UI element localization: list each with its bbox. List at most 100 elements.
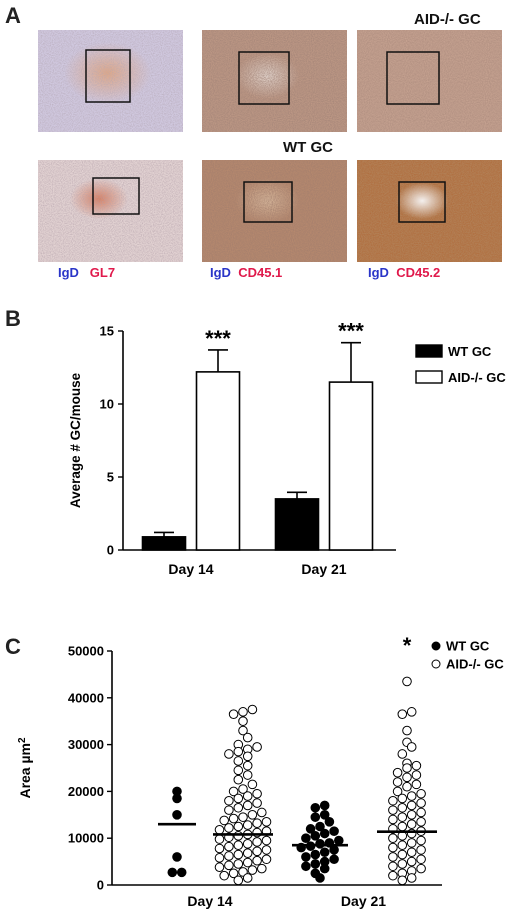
data-point <box>397 875 408 886</box>
micrograph-wt-cd452 <box>357 160 502 262</box>
data-point <box>310 831 321 841</box>
data-point <box>224 805 234 815</box>
y-tick-label: 5 <box>107 470 114 485</box>
data-point <box>242 800 253 811</box>
data-point <box>406 873 417 883</box>
data-point <box>319 800 330 811</box>
data-point <box>233 765 244 776</box>
data-point <box>252 837 262 847</box>
data-point <box>219 815 229 826</box>
data-point <box>397 812 408 822</box>
data-point <box>233 840 244 851</box>
stain-igd-text: IgD <box>368 265 389 280</box>
data-point <box>402 725 412 736</box>
data-point <box>416 798 426 808</box>
y-axis-label-main: Area µm <box>17 743 33 799</box>
data-point <box>167 867 178 878</box>
data-point <box>242 857 253 868</box>
data-point <box>261 845 272 855</box>
legend-swatch <box>415 344 443 358</box>
data-point <box>224 841 234 852</box>
data-point <box>228 813 239 824</box>
legend-marker <box>431 641 441 651</box>
data-point <box>242 839 253 849</box>
data-point <box>416 817 426 827</box>
data-point <box>238 725 248 736</box>
data-point <box>238 784 248 794</box>
data-point <box>411 760 422 771</box>
y-tick-label: 0 <box>97 878 104 893</box>
data-point <box>402 781 412 792</box>
data-point <box>388 842 398 853</box>
y-tick-label: 0 <box>107 543 114 558</box>
data-point <box>406 810 417 820</box>
data-point <box>214 853 225 863</box>
data-point <box>310 859 321 869</box>
data-point <box>416 807 426 818</box>
bar <box>328 381 374 551</box>
data-point <box>261 854 272 865</box>
data-point <box>242 791 253 801</box>
data-point <box>233 802 244 813</box>
data-point <box>261 817 272 827</box>
data-point <box>305 824 316 834</box>
data-point <box>319 863 330 874</box>
data-point <box>242 848 253 858</box>
data-point <box>334 835 344 846</box>
data-point <box>214 843 225 854</box>
data-point <box>392 786 403 797</box>
scatter-chart-gc-area: 0 10000 20000 30000 40000 50000 Area µm2 Day 14… <box>17 633 505 909</box>
data-point <box>392 767 403 778</box>
data-point <box>416 835 426 846</box>
y-axis-label: Average # GC/mouse <box>68 372 83 508</box>
data-point <box>406 800 417 811</box>
data-point <box>228 709 239 719</box>
data-point <box>329 845 339 855</box>
data-point <box>252 855 262 866</box>
data-point <box>406 742 417 752</box>
data-point <box>242 820 253 830</box>
data-point <box>238 716 248 726</box>
stain-igd-text: IgD <box>210 265 231 280</box>
data-point <box>252 742 262 752</box>
data-point <box>397 802 408 813</box>
data-point <box>257 863 267 874</box>
stain-label-gl7: IgD GL7 <box>58 265 115 280</box>
data-point <box>172 793 182 804</box>
data-point <box>416 863 426 874</box>
data-point <box>238 812 248 822</box>
data-point <box>214 834 225 844</box>
significance-star: * <box>403 633 412 658</box>
y-tick-label: 10 <box>100 397 114 412</box>
y-tick-label: 30000 <box>68 737 104 752</box>
y-tick-label: 15 <box>100 324 114 339</box>
data-point <box>319 828 330 839</box>
panel-c-letter: C <box>5 634 21 659</box>
significance-stars: *** <box>338 319 364 344</box>
data-point <box>329 826 339 836</box>
legend-label: AID-/- GC <box>446 657 504 672</box>
data-point <box>242 873 253 883</box>
row-label-wt-gc: WT GC <box>283 139 333 156</box>
stain-label-cd451: IgD CD45.1 <box>210 265 282 280</box>
significance-stars: *** <box>205 326 231 351</box>
data-point <box>233 756 244 766</box>
stain-label-cd452: IgD CD45.2 <box>368 265 440 280</box>
data-point <box>392 777 403 787</box>
data-point <box>315 873 325 883</box>
data-point <box>319 810 330 820</box>
data-point <box>315 821 325 832</box>
data-point <box>219 870 229 881</box>
data-point <box>252 846 262 857</box>
data-point <box>416 854 426 865</box>
data-point <box>238 707 248 717</box>
data-point <box>257 807 267 818</box>
data-point <box>397 709 408 719</box>
micrograph-wt-gl7 <box>38 160 183 262</box>
data-point <box>416 845 426 855</box>
data-point <box>324 817 335 827</box>
data-point <box>402 676 412 687</box>
data-point <box>233 859 244 869</box>
data-point <box>397 749 408 759</box>
x-tick-label: Day 21 <box>301 561 346 577</box>
